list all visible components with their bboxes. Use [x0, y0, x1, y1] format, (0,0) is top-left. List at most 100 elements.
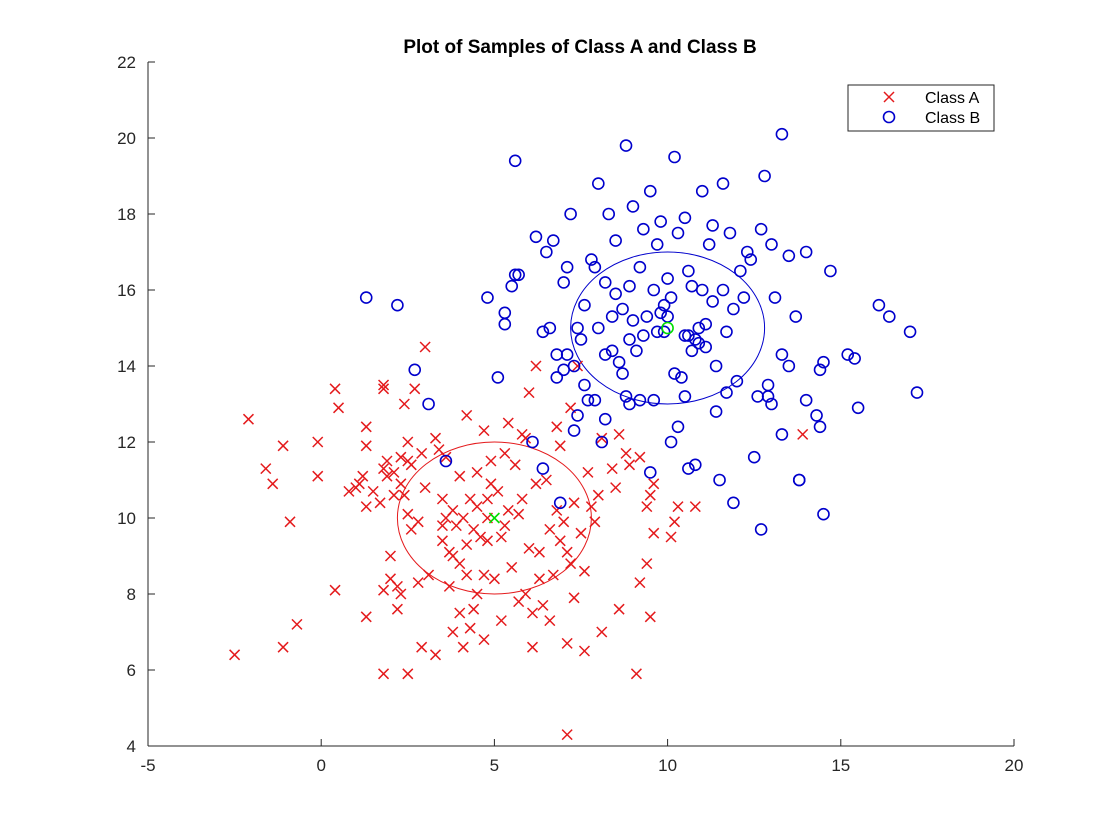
y-tick-label: 4 — [127, 737, 136, 756]
means-layer — [488, 321, 674, 524]
data-point-circle-marker — [654, 215, 667, 228]
data-point-circle-marker — [692, 336, 706, 350]
data-point-x-marker — [378, 584, 390, 596]
data-point-circle-marker — [682, 264, 695, 278]
data-point-circle-marker — [747, 450, 761, 464]
data-point-x-marker — [475, 531, 487, 543]
data-point-x-marker — [644, 489, 656, 501]
data-point-circle-marker — [723, 226, 737, 240]
points-layer — [229, 127, 924, 741]
data-point-circle-marker — [727, 302, 740, 316]
data-point-x-marker — [416, 641, 428, 653]
data-point-x-marker — [277, 440, 289, 452]
data-point-x-marker — [797, 428, 809, 440]
data-point-x-marker — [436, 493, 448, 505]
data-point-circle-marker — [813, 363, 827, 377]
data-point-x-marker — [485, 455, 497, 467]
data-point-circle-marker — [699, 317, 713, 331]
data-point-circle-marker — [668, 367, 681, 380]
data-point-circle-marker — [637, 222, 650, 236]
data-point-circle-marker — [664, 435, 678, 449]
data-point-x-marker — [398, 489, 410, 501]
data-point-circle-marker — [491, 371, 505, 384]
data-point-circle-marker — [439, 454, 453, 468]
data-point-circle-marker — [647, 393, 661, 407]
data-point-circle-marker — [882, 310, 896, 323]
x-tick-label: 20 — [1005, 756, 1024, 775]
data-point-circle-marker — [685, 279, 699, 293]
data-point-x-marker — [277, 641, 289, 653]
data-point-circle-marker — [623, 333, 636, 346]
data-point-circle-marker — [817, 355, 830, 369]
data-point-x-marker — [596, 626, 608, 638]
data-point-x-marker — [544, 523, 556, 535]
legend-entry-class-a[interactable]: Class A — [883, 90, 980, 107]
data-point-x-marker — [499, 520, 511, 532]
data-point-x-marker — [447, 504, 459, 516]
data-point-x-marker — [443, 580, 455, 592]
data-point-x-marker — [672, 501, 684, 513]
data-point-circle-marker — [550, 371, 564, 384]
data-point-circle-marker — [675, 371, 688, 384]
data-point-x-marker — [457, 641, 469, 653]
data-point-circle-marker — [792, 473, 806, 487]
data-point-circle-marker — [526, 435, 539, 449]
data-point-x-marker — [360, 501, 372, 513]
data-point-circle-marker — [595, 435, 609, 449]
data-point-circle-marker — [612, 355, 626, 369]
data-point-x-marker — [537, 599, 549, 611]
data-point-x-marker — [502, 417, 514, 429]
data-point-x-marker — [509, 459, 521, 471]
data-point-circle-marker — [727, 496, 740, 510]
data-point-x-marker — [502, 504, 514, 516]
data-point-x-marker — [471, 588, 483, 600]
data-point-x-marker — [499, 447, 511, 459]
data-point-x-marker — [402, 436, 414, 448]
data-point-x-marker — [436, 535, 448, 547]
data-point-circle-marker — [910, 386, 924, 399]
data-point-x-marker — [578, 645, 590, 657]
data-point-x-marker — [630, 668, 642, 680]
data-point-circle-marker — [682, 462, 695, 475]
data-point-x-marker — [478, 569, 490, 581]
data-point-x-marker — [229, 649, 241, 661]
data-point-x-marker — [520, 588, 532, 600]
data-point-circle-marker — [553, 496, 567, 510]
data-point-circle-marker — [640, 310, 654, 323]
data-point-x-marker — [495, 615, 507, 627]
data-point-circle-marker — [692, 321, 706, 335]
data-point-circle-marker — [709, 405, 723, 418]
data-point-circle-marker — [598, 412, 612, 426]
data-point-x-marker — [561, 546, 573, 558]
data-point-x-marker — [478, 425, 490, 437]
x-tick-label: 15 — [831, 756, 850, 775]
data-point-circle-marker — [872, 298, 886, 312]
y-tick-label: 8 — [127, 585, 136, 604]
data-point-circle-marker — [799, 393, 813, 407]
legend[interactable]: Class A Class B — [847, 84, 995, 132]
data-point-x-marker — [641, 501, 653, 513]
data-point-x-marker — [492, 485, 504, 497]
data-point-circle-marker — [536, 462, 550, 475]
data-point-circle-marker — [592, 321, 605, 335]
legend-label: Class A — [925, 90, 980, 107]
data-point-x-marker — [668, 516, 681, 528]
data-point-x-marker — [412, 577, 424, 589]
data-point-x-marker — [388, 466, 400, 478]
data-point-circle-marker — [616, 367, 629, 380]
x-tick-label: 0 — [316, 756, 325, 775]
data-point-circle-marker — [775, 348, 789, 361]
data-point-x-marker — [381, 455, 393, 467]
x-tick-label: -5 — [140, 756, 155, 775]
data-point-x-marker — [454, 558, 466, 570]
data-point-x-marker — [429, 649, 442, 661]
data-point-circle-marker — [650, 238, 664, 251]
data-point-x-marker — [436, 520, 448, 532]
legend-entry-class-b[interactable]: Class B — [882, 110, 981, 127]
data-point-circle-marker — [633, 393, 647, 407]
data-point-x-marker — [291, 618, 303, 630]
legend-label: Class B — [925, 110, 980, 127]
data-point-x-marker — [391, 603, 403, 615]
data-point-x-marker — [405, 459, 417, 471]
series-class-a — [229, 341, 809, 741]
